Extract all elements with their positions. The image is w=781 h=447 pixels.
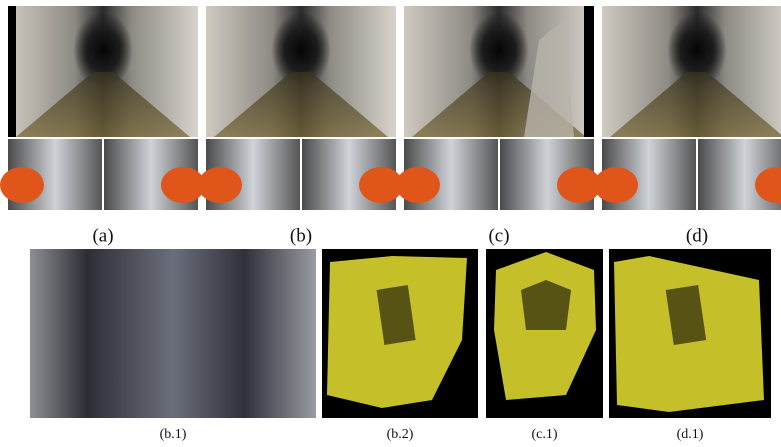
subfigure-label: (c): [488, 225, 509, 246]
camera-panel: [594, 6, 781, 210]
subfigure-label: (d): [686, 225, 708, 246]
image-panel: [486, 249, 603, 418]
robot-part: [594, 167, 638, 203]
point-cloud-shade: [521, 280, 571, 330]
subfigure-label: (b.1): [160, 427, 187, 442]
image-panel: [30, 249, 316, 418]
camera-panel: [0, 6, 205, 210]
image-panel: [322, 249, 478, 418]
tunnel-closeup: [30, 249, 316, 418]
border: [584, 6, 594, 137]
subfigure-label: (c.1): [531, 427, 557, 442]
subfigure-label: (b.2): [387, 427, 414, 442]
robot-part: [396, 167, 440, 203]
robot-part: [0, 167, 44, 203]
subfigure-label: (b): [290, 225, 312, 246]
image-panel: [609, 249, 771, 418]
subfigure-label: (d.1): [677, 427, 704, 442]
robot-part: [198, 167, 242, 203]
figure: (a) (b) (c) (d) (b.1) (b.2) (c.1) (d.1): [0, 0, 781, 447]
border: [8, 6, 16, 137]
camera-panel: [198, 6, 403, 210]
subfigure-label: (a): [92, 225, 113, 246]
camera-panel: [396, 6, 601, 210]
